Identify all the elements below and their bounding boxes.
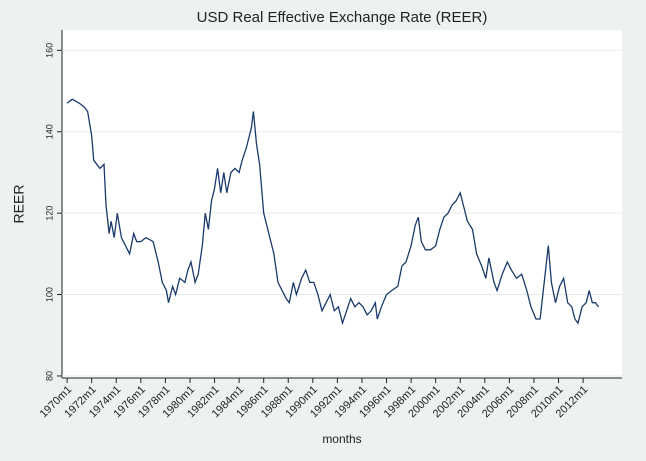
plot-area [62,30,622,378]
y-tick-label: 160 [44,43,54,58]
y-axis-title: REER [11,185,27,224]
y-tick-label: 120 [44,206,54,221]
x-axis-title: months [322,432,361,446]
y-tick-label: 100 [44,287,54,302]
chart-title: USD Real Effective Exchange Rate (REER) [197,9,488,26]
series-line [66,98,600,326]
y-tick-label: 140 [44,124,54,139]
y-tick-label: 80 [44,371,54,381]
